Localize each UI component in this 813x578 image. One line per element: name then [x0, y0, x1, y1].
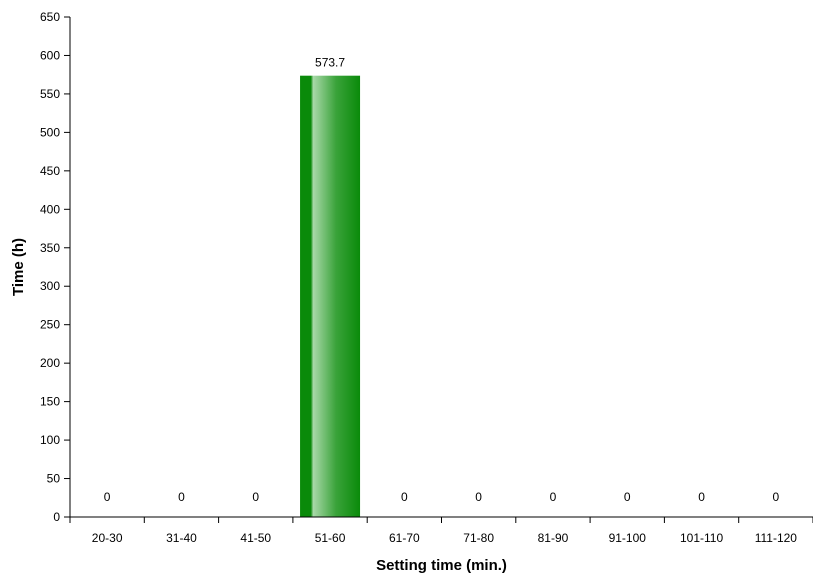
- data-label: 573.7: [315, 56, 345, 70]
- x-tick-label: 71-80: [463, 531, 494, 545]
- y-tick-label: 400: [40, 202, 60, 216]
- data-label: 0: [624, 490, 631, 504]
- x-tick-label: 61-70: [389, 531, 420, 545]
- bars: [300, 75, 361, 517]
- x-tick-label: 51-60: [315, 531, 346, 545]
- x-tick-label: 101-110: [680, 531, 723, 545]
- x-tick-label: 20-30: [92, 531, 123, 545]
- y-axis-title: Time (h): [10, 238, 27, 296]
- y-tick-label: 100: [40, 433, 60, 447]
- x-tick-label: 81-90: [538, 531, 569, 545]
- data-label: 0: [401, 490, 408, 504]
- x-axis-title: Setting time (min.): [376, 557, 507, 574]
- data-label: 0: [698, 490, 705, 504]
- y-tick-label: 600: [40, 48, 60, 62]
- y-axis-ticks: 0 50 100 150 200 250 300 350 400 450 500 550 600 650: [40, 10, 70, 524]
- data-labels: 0 0 0 573.7 0 0 0 0 0 0: [104, 56, 780, 504]
- x-tick-label: 31-40: [166, 531, 197, 545]
- x-tick-label: 41-50: [240, 531, 271, 545]
- data-label: 0: [252, 490, 259, 504]
- y-tick-label: 200: [40, 356, 60, 370]
- y-tick-label: 300: [40, 279, 60, 293]
- y-tick-label: 450: [40, 164, 60, 178]
- y-tick-label: 350: [40, 241, 60, 255]
- bar: [300, 75, 361, 517]
- y-tick-label: 150: [40, 395, 60, 409]
- data-label: 0: [475, 490, 482, 504]
- data-label: 0: [104, 490, 111, 504]
- x-tick-label: 111-120: [755, 531, 798, 545]
- x-tick-label: 91-100: [609, 531, 647, 545]
- y-tick-label: 0: [53, 510, 60, 524]
- y-tick-label: 250: [40, 318, 60, 332]
- y-tick-label: 650: [40, 10, 60, 24]
- data-label: 0: [550, 490, 557, 504]
- data-label: 0: [178, 490, 185, 504]
- y-tick-label: 550: [40, 87, 60, 101]
- x-axis-ticks: 20-30 31-40 41-50 51-60 61-70 71-80 81-90 91-10…: [69, 517, 813, 545]
- data-label: 0: [773, 490, 780, 504]
- y-tick-label: 50: [47, 472, 61, 486]
- y-tick-label: 500: [40, 125, 60, 139]
